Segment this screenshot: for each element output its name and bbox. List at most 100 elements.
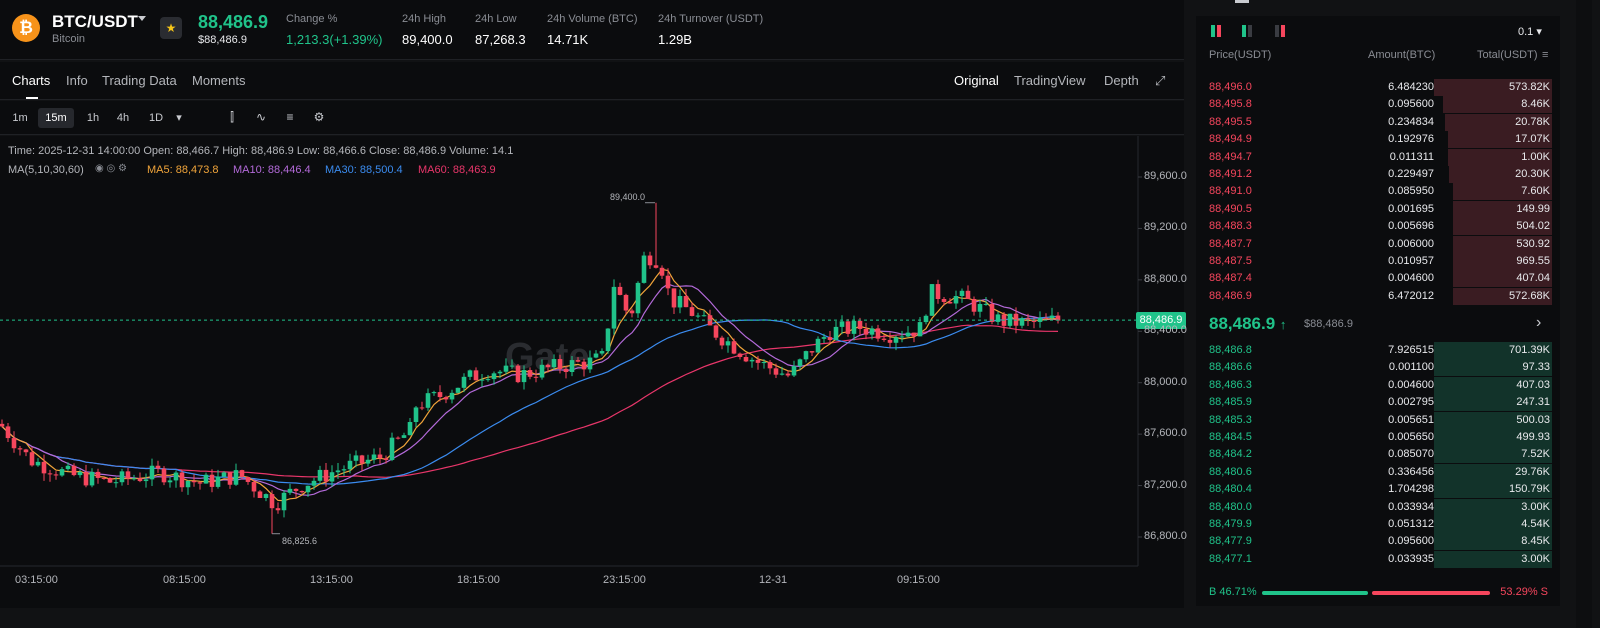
- candle-body: [779, 373, 785, 375]
- pair-selector[interactable]: BTC/USDT: [52, 12, 138, 31]
- candle-body: [521, 370, 527, 383]
- tab-trading-data[interactable]: Trading Data: [102, 73, 177, 88]
- ask-row[interactable]: 88,494.9 0.192976 17.07K: [1196, 131, 1560, 149]
- ask-row[interactable]: 88,487.4 0.004600 407.04: [1196, 270, 1560, 288]
- asks-only-view-icon[interactable]: [1275, 25, 1285, 37]
- bid-row[interactable]: 88,484.2 0.085070 7.52K: [1196, 446, 1560, 464]
- candle-body: [323, 469, 329, 482]
- ask-price: 88,494.9: [1209, 133, 1252, 146]
- bid-row[interactable]: 88,480.4 1.704298 150.79K: [1196, 481, 1560, 499]
- active-tab-indicator: [26, 97, 38, 99]
- bids-only-view-icon[interactable]: [1242, 25, 1252, 37]
- candle-body: [515, 365, 521, 383]
- timeframe-1h[interactable]: 1h: [86, 112, 100, 124]
- ma10-label: MA10: 88,446.4: [233, 164, 311, 176]
- ob-header-amount: Amount(BTC): [1368, 49, 1436, 61]
- candlestick-chart[interactable]: [0, 136, 1184, 608]
- candle-body: [653, 265, 659, 268]
- depth-bar: [1453, 200, 1552, 218]
- candle-body: [587, 357, 593, 370]
- tab-tradingview[interactable]: TradingView: [1014, 73, 1086, 88]
- tab-info[interactable]: Info: [66, 73, 88, 88]
- bid-row[interactable]: 88,477.1 0.033935 3.00K: [1196, 550, 1560, 568]
- ask-row[interactable]: 88,488.3 0.005696 504.02: [1196, 218, 1560, 236]
- bid-row[interactable]: 88,484.5 0.005650 499.93: [1196, 429, 1560, 446]
- candle-body: [1043, 317, 1049, 319]
- candle-body: [143, 479, 149, 482]
- tab-charts[interactable]: Charts: [12, 73, 51, 88]
- candle-body: [809, 351, 815, 353]
- timeframe-4h[interactable]: 4h: [116, 112, 130, 124]
- timeframe-1m[interactable]: 1m: [12, 112, 28, 124]
- ma-title: MA(5,10,30,60): [8, 164, 84, 176]
- bid-row[interactable]: 88,480.0 0.033934 3.00K: [1196, 498, 1560, 516]
- tab-depth[interactable]: Depth: [1104, 73, 1139, 88]
- candle-body: [881, 338, 887, 340]
- sell-ratio: 53.29% S: [1500, 586, 1548, 598]
- candle-body: [257, 491, 263, 498]
- ask-row[interactable]: 88,495.5 0.234834 20.78K: [1196, 113, 1560, 131]
- candle-body: [533, 376, 539, 378]
- ask-row[interactable]: 88,496.0 6.484230 573.82K: [1196, 79, 1560, 96]
- tab-moments[interactable]: Moments: [192, 73, 246, 88]
- price-chart[interactable]: Gate Time: 2025-12-31 14:00:00 Open: 88,…: [0, 136, 1187, 608]
- ask-total: 573.82K: [1509, 81, 1550, 93]
- ask-row[interactable]: 88,486.9 6.472012 572.68K: [1196, 287, 1560, 305]
- candle-body: [215, 476, 221, 487]
- bid-row[interactable]: 88,486.3 0.004600 407.03: [1196, 376, 1560, 394]
- chevron-right-icon[interactable]: ›: [1536, 314, 1542, 331]
- candle-body: [245, 477, 251, 482]
- y-tick-label: 88,000.0: [1144, 375, 1187, 388]
- candle-body: [839, 321, 845, 327]
- ask-row[interactable]: 88,495.8 0.095600 8.46K: [1196, 96, 1560, 114]
- ob-layout-icon[interactable]: ≡: [1542, 49, 1549, 61]
- last-price-tag: 88,486.9: [1136, 312, 1186, 329]
- ask-row[interactable]: 88,490.5 0.001695 149.99: [1196, 200, 1560, 218]
- bid-row[interactable]: 88,485.3 0.005651 500.03: [1196, 411, 1560, 429]
- ask-row[interactable]: 88,487.7 0.006000 530.92: [1196, 235, 1560, 253]
- bid-row[interactable]: 88,477.9 0.095600 8.45K: [1196, 533, 1560, 551]
- favorite-star-icon[interactable]: ★: [160, 17, 182, 39]
- candle-body: [437, 392, 443, 398]
- timeframe-15m[interactable]: 15m: [38, 108, 74, 128]
- scrollbar[interactable]: [1576, 0, 1592, 628]
- candle-body: [413, 407, 419, 423]
- candle-body: [359, 455, 365, 464]
- timeframe-1d[interactable]: 1D: [148, 112, 164, 124]
- candle-body: [197, 482, 203, 484]
- ma60-label: MA60: 88,463.9: [418, 164, 496, 176]
- fullscreen-icon[interactable]: ⤢: [1155, 73, 1166, 88]
- ask-row[interactable]: 88,494.7 0.011311 1.00K: [1196, 148, 1560, 166]
- ask-row[interactable]: 88,491.0 0.085950 7.60K: [1196, 183, 1560, 201]
- candle-body: [713, 325, 719, 338]
- chart-settings-icon[interactable]: ⚙: [313, 110, 325, 124]
- bid-row[interactable]: 88,480.6 0.336456 29.76K: [1196, 463, 1560, 481]
- bid-total: 3.00K: [1521, 552, 1550, 565]
- chevron-down-icon[interactable]: [138, 16, 146, 21]
- candle-body: [599, 351, 605, 354]
- depth-step-select[interactable]: 0.1 ▾: [1518, 26, 1542, 38]
- ma5-line: [1, 268, 1059, 502]
- bid-row[interactable]: 88,485.9 0.002795 247.31: [1196, 394, 1560, 412]
- ask-row[interactable]: 88,491.2 0.229497 20.30K: [1196, 166, 1560, 183]
- ma-visibility-icons[interactable]: ◉ ◎ ⚙: [95, 163, 127, 174]
- bid-row[interactable]: 88,486.8 7.926515 701.39K: [1196, 342, 1560, 359]
- bid-price: 88,480.6: [1209, 465, 1252, 478]
- bid-row[interactable]: 88,486.6 0.001100 97.33: [1196, 359, 1560, 377]
- timeframe-more-chevron-icon[interactable]: ▾: [176, 112, 182, 124]
- indicators-icon[interactable]: ∿: [255, 110, 267, 124]
- both-sides-view-icon[interactable]: [1211, 25, 1221, 37]
- ma10-line: [1, 283, 1059, 496]
- candle-type-icon[interactable]: ⫿: [230, 110, 234, 124]
- candle-body: [725, 341, 731, 346]
- bid-row[interactable]: 88,479.9 0.051312 4.54K: [1196, 516, 1560, 533]
- candle-body: [755, 359, 761, 363]
- candle-body: [761, 362, 767, 364]
- ask-total: 20.30K: [1515, 168, 1550, 180]
- bid-amount: 1.704298: [1388, 483, 1434, 496]
- candle-body: [233, 470, 239, 485]
- ask-row[interactable]: 88,487.5 0.010957 969.55: [1196, 253, 1560, 270]
- drawing-tools-icon[interactable]: ≡: [286, 110, 294, 124]
- tab-original[interactable]: Original: [954, 73, 999, 88]
- candle-body: [503, 365, 509, 372]
